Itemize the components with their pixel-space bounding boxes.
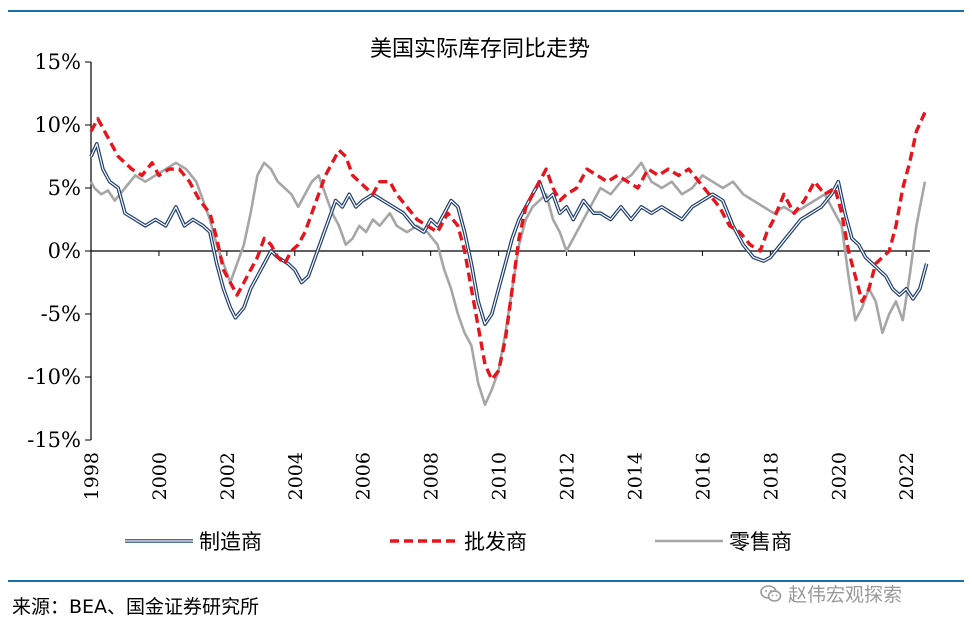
series-line-retailers — [89, 161, 927, 406]
source-note: 来源：BEA、国金证券研究所 — [12, 596, 260, 618]
y-tick-label: 15% — [34, 50, 81, 74]
series-line-wholesalers — [89, 111, 927, 382]
watermark: 赵伟宏观探索 — [760, 580, 902, 607]
legend-label: 制造商 — [199, 530, 262, 554]
legend-item-retailers: 零售商 — [655, 530, 792, 554]
legend-item-manufacturers: 制造商 — [125, 530, 262, 554]
x-tick-label: 2000 — [149, 452, 171, 500]
legend-label: 零售商 — [729, 530, 792, 554]
wechat-icon — [760, 584, 782, 602]
bottom-divider — [8, 580, 964, 582]
y-tick-label: 10% — [34, 113, 81, 137]
x-tick-label: 2002 — [217, 452, 239, 500]
y-tick-label: 5% — [48, 176, 81, 200]
legend: 制造商 批发商 零售商 — [125, 530, 792, 554]
axes: 15% 10% 5% 0% -5% -10% -15%1998 2000 2002 2004 200… — [27, 50, 930, 500]
y-tick-label: -10% — [27, 365, 81, 389]
x-tick-label: 2022 — [896, 452, 918, 500]
inventory-yoy-line-chart: 美国实际库存同比走势 15% 10% 5% 0% -5% -10% -15%1998 2000… — [27, 37, 930, 554]
legend-label: 批发商 — [464, 530, 527, 554]
legend-item-wholesalers: 批发商 — [390, 530, 527, 554]
series-lines — [89, 111, 929, 406]
x-tick-label: 2010 — [489, 452, 511, 500]
watermark-text: 赵伟宏观探索 — [788, 584, 903, 606]
chart-title: 美国实际库存同比走势 — [370, 37, 590, 62]
x-tick-label: 2012 — [557, 452, 579, 500]
x-tick-label: 2008 — [421, 452, 443, 500]
top-divider — [8, 10, 964, 12]
x-tick-label: 2018 — [760, 452, 782, 500]
x-tick-label: 2014 — [624, 452, 646, 500]
x-tick-label: 2004 — [285, 452, 307, 500]
y-tick-label: -5% — [41, 302, 81, 326]
x-tick-label: 2020 — [828, 452, 850, 500]
y-tick-label: -15% — [27, 428, 81, 452]
series-line-manufacturers-inner — [90, 143, 928, 325]
y-tick-label: 0% — [48, 239, 81, 263]
x-tick-label: 2016 — [692, 452, 714, 500]
x-tick-label: 2006 — [353, 452, 375, 500]
x-tick-label: 1998 — [81, 452, 103, 500]
